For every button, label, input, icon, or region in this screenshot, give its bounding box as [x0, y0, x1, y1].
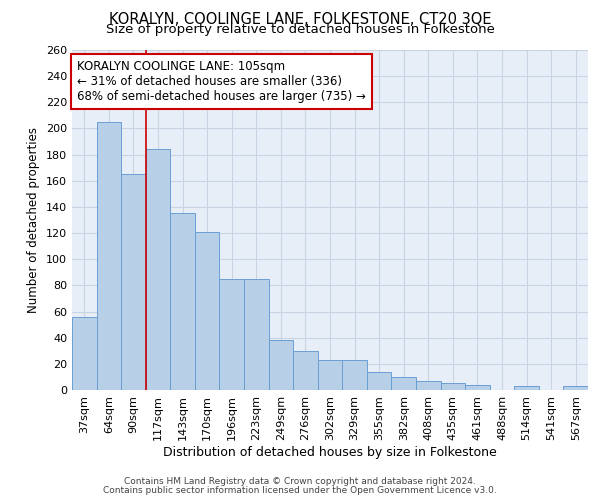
- Bar: [465, 385, 490, 390]
- Text: Contains HM Land Registry data © Crown copyright and database right 2024.: Contains HM Land Registry data © Crown c…: [124, 477, 476, 486]
- Text: Contains public sector information licensed under the Open Government Licence v3: Contains public sector information licen…: [103, 486, 497, 495]
- Text: KORALYN, COOLINGE LANE, FOLKESTONE, CT20 3QE: KORALYN, COOLINGE LANE, FOLKESTONE, CT20…: [109, 12, 491, 28]
- X-axis label: Distribution of detached houses by size in Folkestone: Distribution of detached houses by size …: [163, 446, 497, 458]
- Bar: [195, 232, 220, 390]
- Text: KORALYN COOLINGE LANE: 105sqm
← 31% of detached houses are smaller (336)
68% of : KORALYN COOLINGE LANE: 105sqm ← 31% of d…: [77, 60, 366, 103]
- Text: Size of property relative to detached houses in Folkestone: Size of property relative to detached ho…: [106, 22, 494, 36]
- Bar: [72, 317, 97, 390]
- Bar: [146, 150, 170, 390]
- Bar: [440, 384, 465, 390]
- Bar: [318, 360, 342, 390]
- Bar: [97, 122, 121, 390]
- Bar: [220, 279, 244, 390]
- Bar: [170, 214, 195, 390]
- Y-axis label: Number of detached properties: Number of detached properties: [28, 127, 40, 313]
- Bar: [563, 386, 588, 390]
- Bar: [293, 351, 318, 390]
- Bar: [514, 386, 539, 390]
- Bar: [391, 377, 416, 390]
- Bar: [121, 174, 146, 390]
- Bar: [269, 340, 293, 390]
- Bar: [342, 360, 367, 390]
- Bar: [367, 372, 391, 390]
- Bar: [416, 381, 440, 390]
- Bar: [244, 279, 269, 390]
